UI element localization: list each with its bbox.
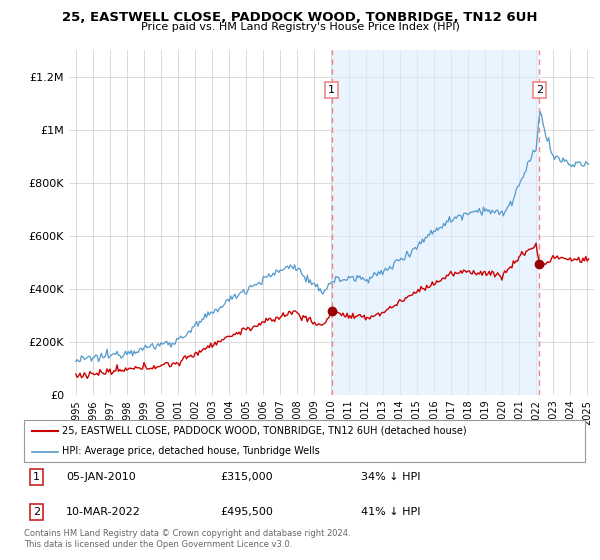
Text: 1: 1 <box>328 85 335 95</box>
Text: 10-MAR-2022: 10-MAR-2022 <box>66 507 141 517</box>
Text: Price paid vs. HM Land Registry's House Price Index (HPI): Price paid vs. HM Land Registry's House … <box>140 22 460 32</box>
Text: 1: 1 <box>33 472 40 482</box>
Text: 25, EASTWELL CLOSE, PADDOCK WOOD, TONBRIDGE, TN12 6UH: 25, EASTWELL CLOSE, PADDOCK WOOD, TONBRI… <box>62 11 538 24</box>
Text: 34% ↓ HPI: 34% ↓ HPI <box>361 472 420 482</box>
FancyBboxPatch shape <box>24 420 585 462</box>
Bar <box>332 50 539 395</box>
Text: £315,000: £315,000 <box>220 472 273 482</box>
Text: 41% ↓ HPI: 41% ↓ HPI <box>361 507 420 517</box>
Text: 2: 2 <box>33 507 40 517</box>
Text: £495,500: £495,500 <box>220 507 273 517</box>
Text: 25, EASTWELL CLOSE, PADDOCK WOOD, TONBRIDGE, TN12 6UH (detached house): 25, EASTWELL CLOSE, PADDOCK WOOD, TONBRI… <box>62 426 467 436</box>
Text: 05-JAN-2010: 05-JAN-2010 <box>66 472 136 482</box>
Text: HPI: Average price, detached house, Tunbridge Wells: HPI: Average price, detached house, Tunb… <box>62 446 320 456</box>
Text: Contains HM Land Registry data © Crown copyright and database right 2024.
This d: Contains HM Land Registry data © Crown c… <box>24 529 350 549</box>
Text: 2: 2 <box>536 85 543 95</box>
